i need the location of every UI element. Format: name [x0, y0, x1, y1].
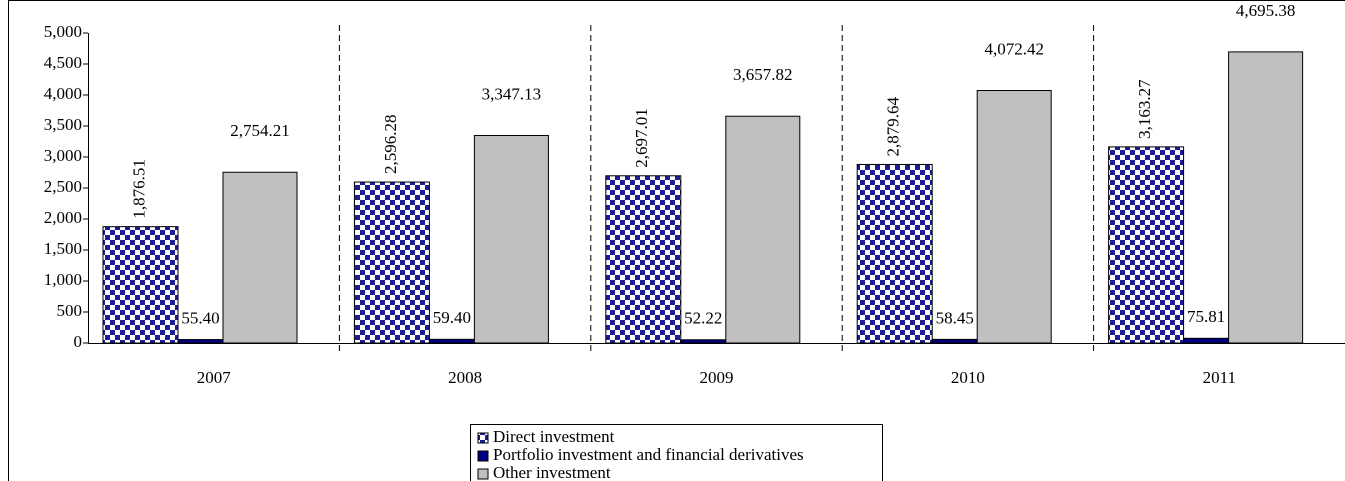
y-tick-label: 2,500	[44, 177, 82, 196]
bar	[1108, 146, 1185, 344]
bar	[976, 90, 1052, 344]
y-tick-label: 3,000	[44, 146, 82, 165]
legend-swatch	[477, 468, 489, 480]
bar	[1228, 51, 1304, 344]
legend-label: Portfolio investment and financial deriv…	[493, 445, 804, 464]
value-label: 58.45	[936, 308, 974, 327]
value-label: 55.40	[181, 308, 219, 327]
bar	[102, 226, 179, 344]
y-tick-label: 2,000	[44, 208, 82, 227]
x-tick-label: 2008	[448, 368, 482, 387]
x-tick-label: 2011	[1203, 368, 1236, 387]
bar	[931, 338, 978, 344]
y-tick-label: 5,000	[44, 22, 82, 41]
y-tick-label: 1,500	[44, 239, 82, 258]
y-tick-label: 0	[74, 332, 83, 351]
value-label: 4,072.42	[984, 39, 1044, 58]
bar	[353, 181, 430, 344]
legend-label: Direct investment	[493, 427, 615, 446]
bar	[428, 338, 475, 344]
legend-swatch	[477, 450, 489, 462]
x-tick-label: 2009	[700, 368, 734, 387]
value-label: 59.40	[433, 308, 471, 327]
legend-box	[470, 424, 883, 481]
value-label: 1,876.51	[129, 159, 148, 219]
bar	[1183, 337, 1230, 344]
y-tick-label: 3,500	[44, 115, 82, 134]
value-label: 3,657.82	[733, 65, 793, 84]
y-tick-label: 4,000	[44, 84, 82, 103]
x-tick-label: 2010	[951, 368, 985, 387]
bar	[680, 339, 727, 344]
legend-swatch	[477, 432, 489, 444]
value-label: 52.22	[684, 309, 722, 328]
value-label: 3,163.27	[1135, 79, 1154, 139]
bar	[605, 175, 682, 344]
bar	[856, 163, 933, 344]
y-tick-label: 500	[57, 301, 83, 320]
bar	[222, 171, 298, 344]
value-label: 2,754.21	[230, 121, 290, 140]
y-tick-label: 4,500	[44, 53, 82, 72]
value-label: 2,879.64	[884, 96, 903, 156]
y-tick-label: 1,000	[44, 270, 82, 289]
value-label: 2,596.28	[381, 115, 400, 175]
value-label: 3,347.13	[482, 84, 542, 103]
x-tick-label: 2007	[197, 368, 232, 387]
bar	[473, 134, 549, 344]
value-label: 75.81	[1187, 307, 1225, 326]
legend-label: Other investment	[493, 463, 611, 481]
bar	[177, 339, 224, 344]
bar	[725, 115, 801, 344]
value-label: 2,697.01	[632, 108, 651, 168]
value-label: 4,695.38	[1236, 1, 1296, 20]
